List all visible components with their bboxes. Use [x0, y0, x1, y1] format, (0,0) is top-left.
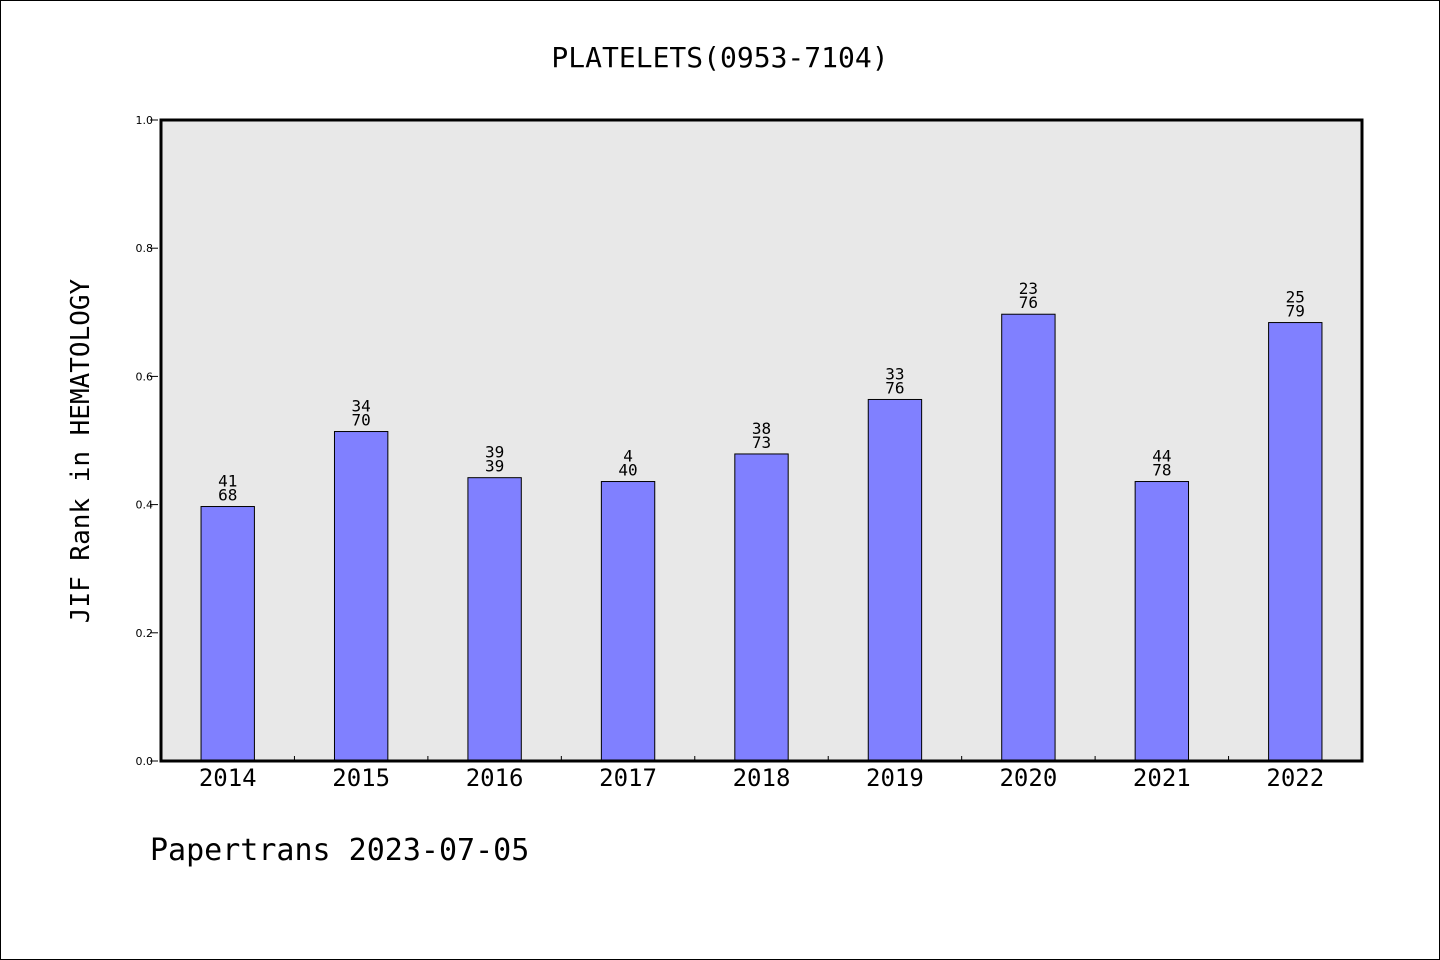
- data-label-bottom: 76: [885, 378, 904, 397]
- bar: [867, 398, 923, 762]
- footer-watermark: Papertrans 2023-07-05: [150, 833, 530, 868]
- y-tick-label: 0.6: [136, 370, 154, 383]
- x-tick-label: 2021: [1133, 764, 1191, 792]
- data-label-bottom: 70: [352, 411, 371, 430]
- data-label-top: 4: [623, 447, 633, 466]
- data-label-top: 38: [752, 419, 771, 438]
- y-tick-label: 0.4: [136, 499, 154, 512]
- bar: [1268, 322, 1323, 762]
- data-label-top: 23: [1019, 279, 1038, 298]
- data-label-top: 34: [352, 397, 371, 416]
- data-label-bottom: 68: [218, 486, 237, 505]
- y-tick-label: 1.0: [136, 114, 154, 127]
- data-label-top: 25: [1286, 288, 1305, 307]
- data-label-top: 39: [485, 443, 504, 462]
- x-tick-label: 2017: [599, 764, 657, 792]
- bar: [600, 481, 656, 762]
- x-axis: 2014 2015 2016 2017 2018 2019 2020 2021 2022: [199, 756, 1324, 792]
- x-tick-label: 2018: [733, 764, 791, 792]
- x-tick-label: 2015: [332, 764, 390, 792]
- data-label-top: 41: [218, 472, 237, 491]
- y-tick-label: 0.2: [136, 627, 154, 640]
- bar: [1134, 481, 1190, 762]
- chart-title: PLATELETS(0953-7104): [551, 41, 888, 74]
- x-tick-label: 2020: [999, 764, 1057, 792]
- x-tick-label: 2014: [199, 764, 257, 792]
- x-tick-label: 2016: [466, 764, 524, 792]
- bar: [467, 477, 522, 762]
- plot-border: [159, 118, 1364, 763]
- bar: [1001, 313, 1056, 762]
- y-axis-label: JIF Rank in HEMATOLOGY: [66, 278, 96, 623]
- y-tick-label: 0.0: [136, 755, 154, 768]
- data-label-top: 33: [885, 364, 904, 383]
- bar: [333, 431, 389, 762]
- x-tick-label: 2022: [1266, 764, 1324, 792]
- bars: [200, 313, 1323, 762]
- data-label-bottom: 79: [1286, 302, 1305, 321]
- bar: [734, 453, 789, 762]
- x-tick-label: 2019: [866, 764, 924, 792]
- data-label-bottom: 39: [485, 457, 504, 476]
- y-axis: 0.0 0.2 0.4 0.6 0.8 1.0: [136, 114, 158, 768]
- data-label-bottom: 73: [752, 433, 771, 452]
- data-label-bottom: 78: [1152, 461, 1171, 480]
- bar: [200, 506, 255, 762]
- data-label-bottom: 76: [1019, 293, 1038, 312]
- data-label-top: 44: [1152, 447, 1171, 466]
- y-tick-label: 0.8: [136, 242, 154, 255]
- data-label-bottom: 40: [618, 461, 637, 480]
